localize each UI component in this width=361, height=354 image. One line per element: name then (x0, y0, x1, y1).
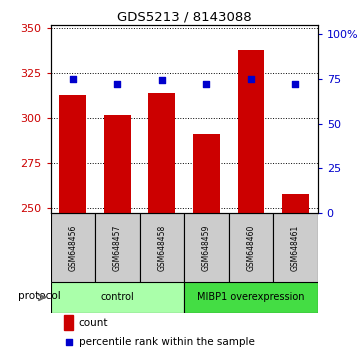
Text: GSM648461: GSM648461 (291, 224, 300, 271)
Point (159, 78, 165, 83)
Point (70, 76, 76, 81)
Bar (51, 282, 184, 313)
Title: GDS5213 / 8143088: GDS5213 / 8143088 (117, 11, 251, 24)
Bar (95, 213, 140, 282)
Bar (60, 95, 86, 213)
Text: protocol: protocol (18, 291, 60, 301)
Text: GSM648457: GSM648457 (113, 224, 122, 271)
Bar (140, 213, 184, 282)
Text: MIBP1 overexpression: MIBP1 overexpression (197, 292, 305, 302)
Point (292, 81, 298, 87)
Text: GSM648459: GSM648459 (202, 224, 211, 271)
Bar (238, 50, 264, 213)
Bar (193, 134, 220, 213)
Text: control: control (100, 292, 134, 302)
Bar (282, 194, 309, 213)
Bar (229, 213, 273, 282)
Bar (184, 282, 318, 313)
Text: count: count (79, 318, 108, 327)
Bar (148, 93, 175, 213)
Bar (273, 213, 318, 282)
Text: percentile rank within the sample: percentile rank within the sample (79, 337, 255, 347)
Bar (104, 115, 131, 213)
Text: GSM648460: GSM648460 (247, 224, 255, 271)
Point (204, 81, 209, 87)
Bar (184, 213, 229, 282)
Point (66, 339, 71, 345)
Point (248, 76, 254, 81)
Text: GSM648456: GSM648456 (68, 224, 77, 271)
Bar (64, 315, 73, 330)
Point (114, 81, 120, 87)
Text: GSM648458: GSM648458 (157, 224, 166, 271)
Bar (51, 213, 95, 282)
